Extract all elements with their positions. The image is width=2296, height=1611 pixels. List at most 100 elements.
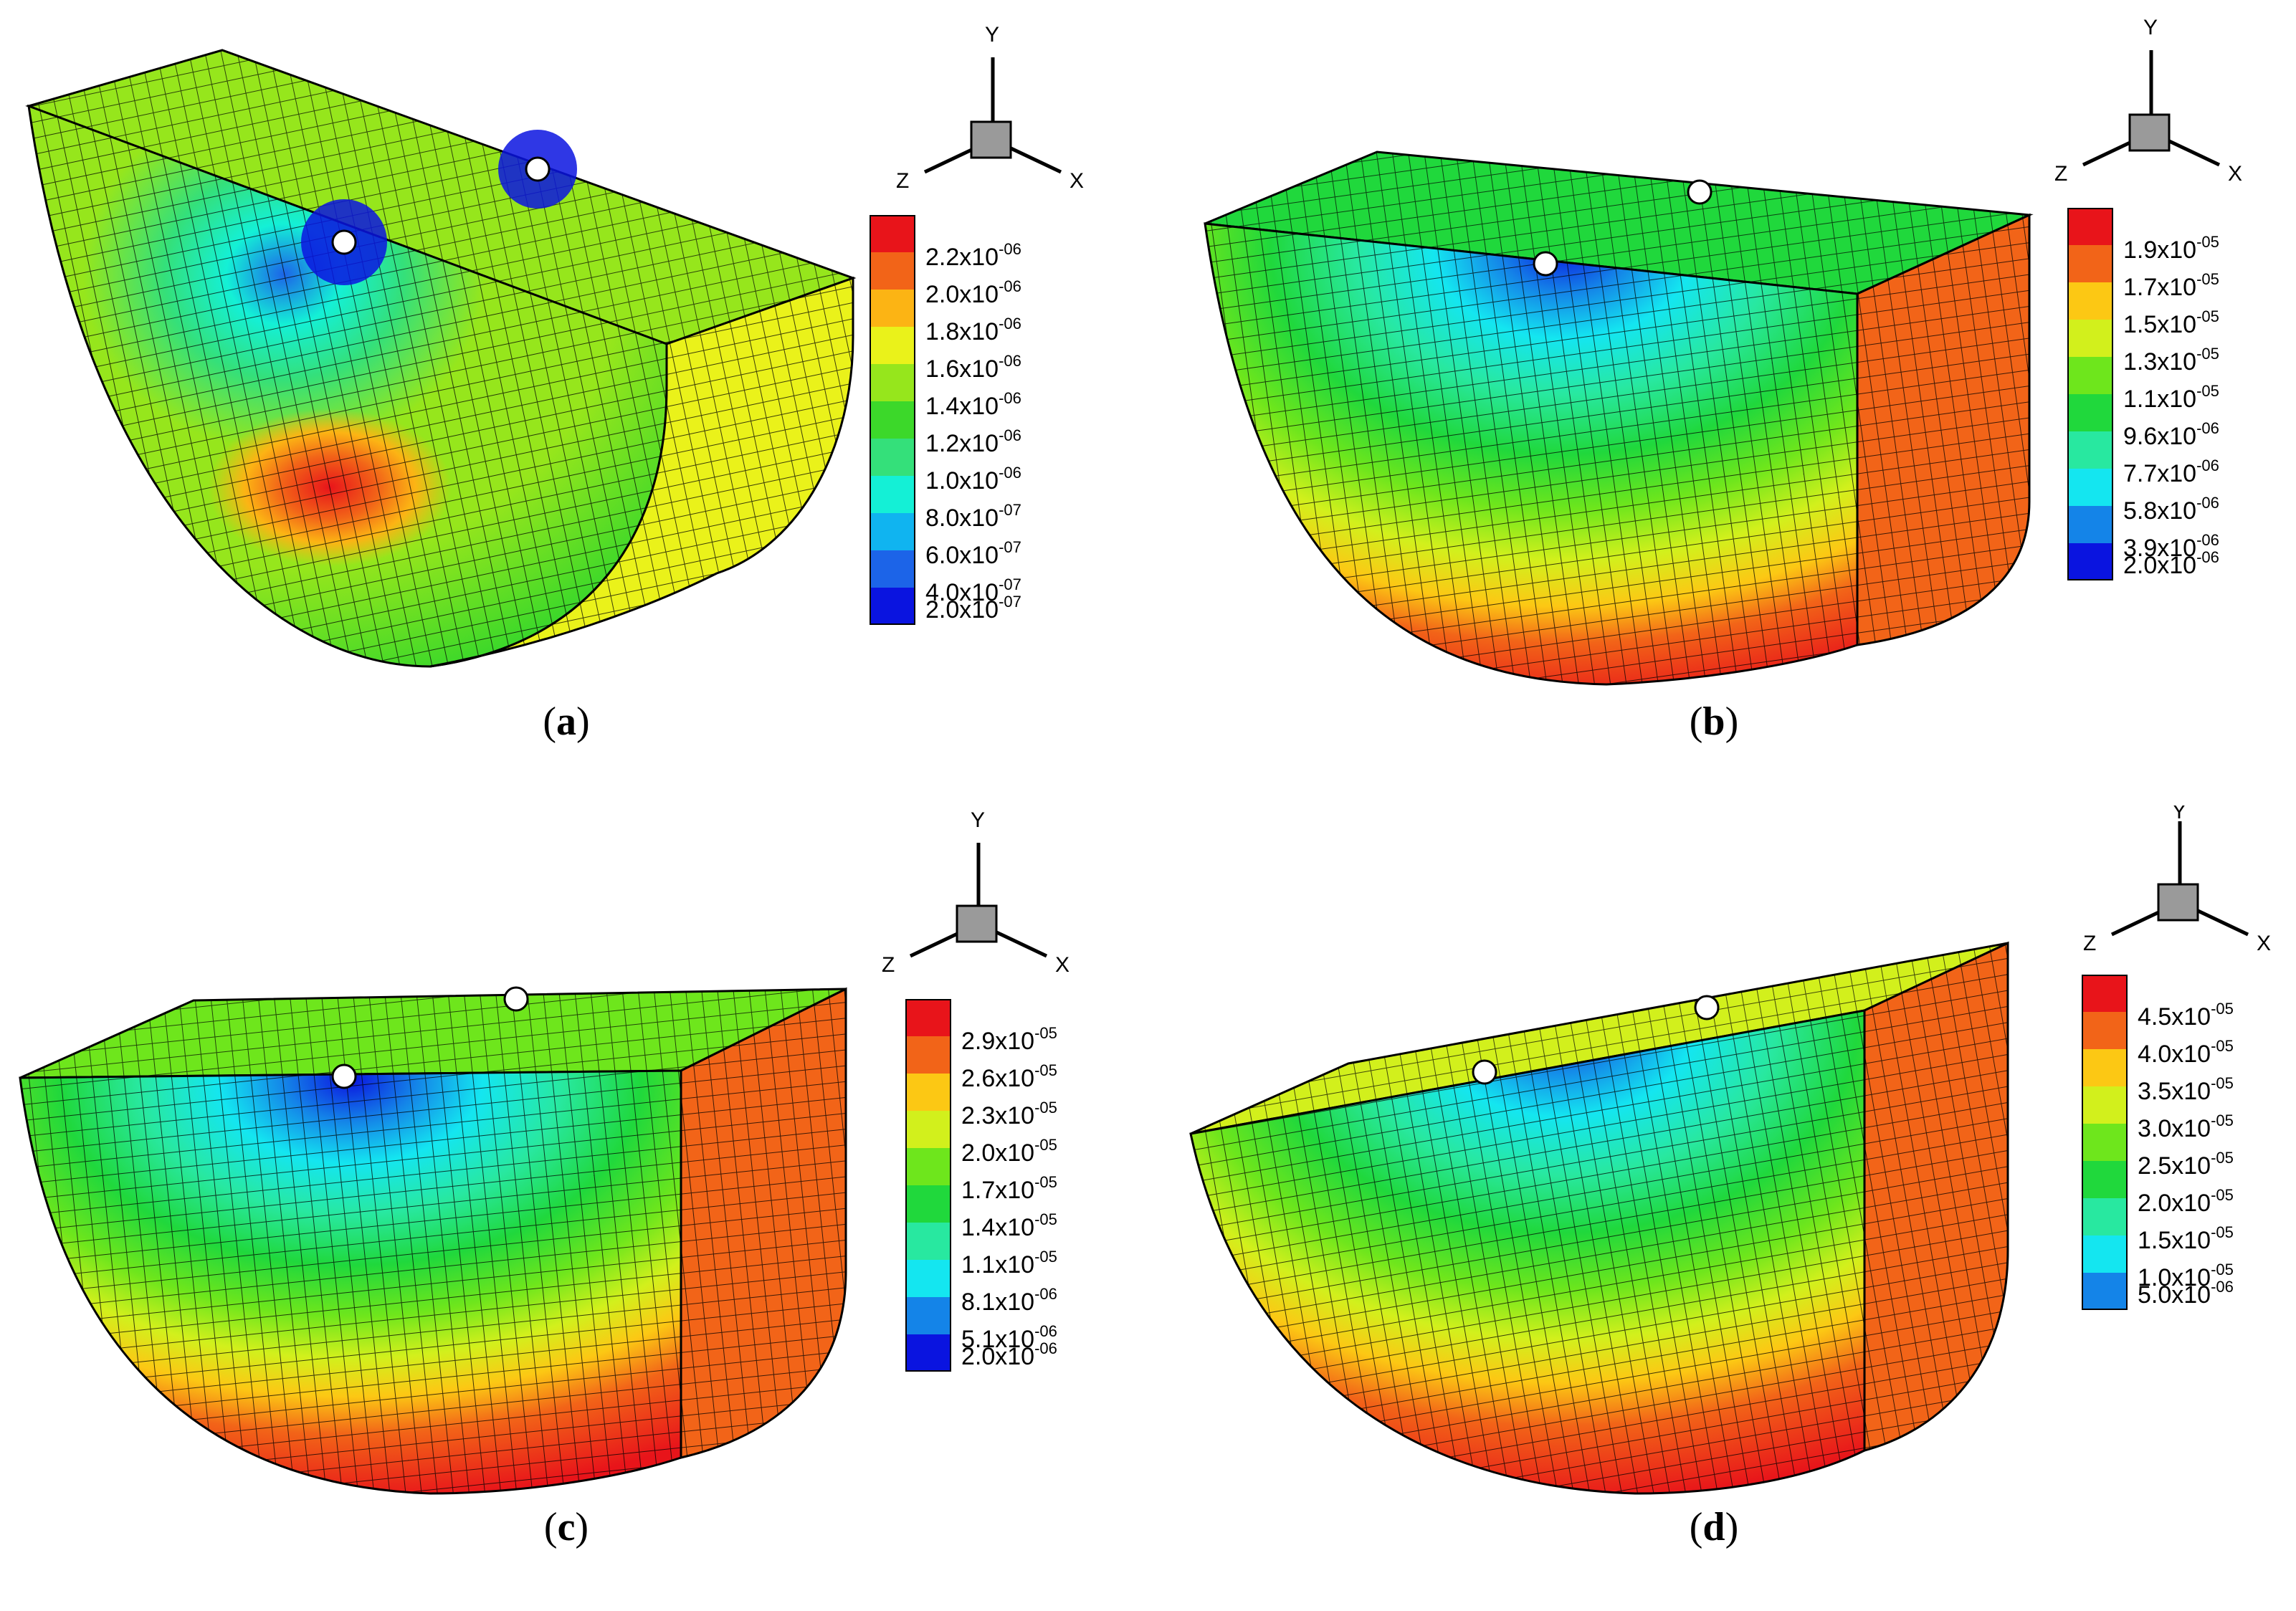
svg-text:Z: Z (2054, 162, 2067, 186)
legend-d: 4.5x10-05 4.0x10-05 3.5x10-05 3.0x10-05 2.5x… (2082, 975, 2296, 1310)
legend-label: 1.7x10-05 (2123, 270, 2219, 301)
legend-entry: 4.0x10-07 (870, 550, 1128, 606)
legend-swatch (905, 1111, 951, 1148)
legend-swatch (2067, 357, 2113, 394)
legend-swatch (870, 364, 915, 401)
legend-label: 1.1x10-05 (961, 1248, 1057, 1278)
legend-frame (905, 999, 951, 1372)
legend-swatch (2067, 543, 2113, 580)
legend-entry: 4.0x10-05 (2082, 1012, 2296, 1068)
legend-swatch (905, 999, 951, 1036)
legend-entry: 7.7x10-06 (2067, 431, 2296, 487)
legend-swatch (2067, 282, 2113, 320)
legend-swatch (2082, 1273, 2128, 1310)
legend-label: 1.4x10-05 (961, 1210, 1057, 1241)
axis-y-label: Y (985, 23, 999, 47)
svg-text:Z: Z (2083, 932, 2096, 955)
legend-swatch (2067, 506, 2113, 543)
legend-label: 1.6x10-06 (925, 352, 1021, 383)
legend-entry: 2.6x10-05 (905, 1036, 1163, 1092)
legend-label: 1.4x10-06 (925, 389, 1021, 420)
legend-label: 1.3x10-05 (2123, 345, 2219, 376)
legend-entry: 1.2x10-06 (870, 401, 1128, 457)
legend-swatch (905, 1260, 951, 1297)
legend-entry: 1.0x10-05 (2082, 1235, 2296, 1291)
legend-entry: 9.6x10-06 (2067, 394, 2296, 450)
legend-label: 8.1x10-06 (961, 1285, 1057, 1316)
legend-frame (2067, 208, 2113, 580)
legend-label: 1.2x10-06 (925, 426, 1021, 457)
legend-label: 5.8x10-06 (2123, 494, 2219, 525)
legend-label: 1.5x10-05 (2123, 307, 2219, 338)
legend-swatch (2082, 1012, 2128, 1049)
legend-swatch (905, 1334, 951, 1372)
legend-label: 1.8x10-06 (925, 315, 1021, 345)
legend-entry: 3.5x10-05 (2082, 1049, 2296, 1105)
legend-label: 3.5x10-05 (2138, 1074, 2234, 1105)
legend-label: 4.0x10-05 (2138, 1037, 2234, 1068)
legend-label: 1.5x10-05 (2138, 1223, 2234, 1254)
legend-label: 2.5x10-05 (2138, 1149, 2234, 1180)
legend-swatch (2082, 1086, 2128, 1124)
legend-entry: 3.9x10-06 (2067, 506, 2296, 562)
panel-b: Y X Z 1.9x10-05 1.7x10-05 1.5x10-05 1.3x10-… (1148, 0, 2295, 806)
panel-d: Y X Z 4.5x10-05 4.0x10-05 3.5x10-05 3.0x10-… (1148, 806, 2295, 1611)
legend-label: 2.2x10-06 (925, 240, 1021, 271)
legend-entry: 1.9x10-05 (2067, 208, 2296, 264)
legend-label: 1.0x10-05 (2138, 1261, 2234, 1291)
legend-a: 2.2x10-06 2.0x10-06 1.8x10-06 1.6x10-06 1.4x… (870, 215, 1128, 625)
axis-triad-c: Y X Z (882, 808, 1070, 977)
legend-entry: 6.0x10-07 (870, 513, 1128, 569)
legend-label: 2.6x10-05 (961, 1061, 1057, 1092)
panel-c: Y X Z 2.9x10-05 2.6x10-05 2.3x10-05 2.0x10-… (0, 806, 1148, 1611)
contour-plot-b: Y X Z (1204, 16, 2242, 686)
panel-label-b: (b) (1689, 699, 1739, 744)
legend-label: 5.0x10-06 (2138, 1278, 2234, 1309)
legend-swatch (2082, 1124, 2128, 1161)
axis-triad-a: Y X Z (896, 23, 1084, 193)
legend-entry: 2.2x10-06 (870, 215, 1128, 271)
legend-label: 2.0x10-06 (925, 277, 1021, 308)
legend-swatch (2082, 1161, 2128, 1198)
legend-label: 2.9x10-05 (961, 1024, 1057, 1055)
legend-swatch (2082, 975, 2128, 1012)
legend-label: 2.0x10-06 (961, 1339, 1057, 1370)
legend-c: 2.9x10-05 2.6x10-05 2.3x10-05 2.0x10-05 1.7x… (905, 999, 1163, 1372)
legend-entry: 1.0x10-06 (870, 439, 1128, 494)
legend-swatch (870, 588, 915, 625)
legend-swatch (905, 1036, 951, 1074)
legend-label: 4.0x10-07 (925, 575, 1021, 606)
legend-label: 7.7x10-06 (2123, 456, 2219, 487)
legend-entry: 2.9x10-05 (905, 999, 1163, 1055)
legend-swatch (2067, 431, 2113, 469)
legend-entry: 1.3x10-05 (2067, 320, 2296, 376)
legend-label: 2.3x10-05 (961, 1099, 1057, 1129)
legend-entry: 1.7x10-05 (2067, 245, 2296, 301)
legend-swatch (870, 513, 915, 550)
legend-swatch (870, 439, 915, 476)
legend-label: 2.0x10-07 (925, 593, 1021, 623)
legend-swatch (905, 1185, 951, 1223)
legend-swatch (870, 252, 915, 290)
legend-swatch (870, 476, 915, 513)
legend-entry: 1.4x10-06 (870, 364, 1128, 420)
legend-swatch (870, 327, 915, 364)
legend-swatch (2067, 245, 2113, 282)
svg-text:Z: Z (882, 953, 895, 977)
legend-label: 3.0x10-05 (2138, 1112, 2234, 1142)
legend-frame (2082, 975, 2128, 1310)
legend-entry: 2.0x10-05 (905, 1111, 1163, 1167)
legend-label: 1.0x10-06 (925, 464, 1021, 494)
legend-swatch (2067, 469, 2113, 506)
legend-swatch (870, 401, 915, 439)
legend-entry: 2.0x10-06 (2067, 543, 2296, 580)
legend-swatch (2067, 208, 2113, 245)
legend-swatch (905, 1148, 951, 1185)
legend-label: 1.7x10-05 (961, 1173, 1057, 1204)
legend-entry: 2.0x10-06 (905, 1334, 1163, 1372)
legend-swatch (905, 1074, 951, 1111)
legend-entry: 5.1x10-06 (905, 1297, 1163, 1353)
legend-entry: 8.0x10-07 (870, 476, 1128, 532)
legend-label: 1.1x10-05 (2123, 382, 2219, 413)
legend-entry: 1.5x10-05 (2082, 1198, 2296, 1254)
